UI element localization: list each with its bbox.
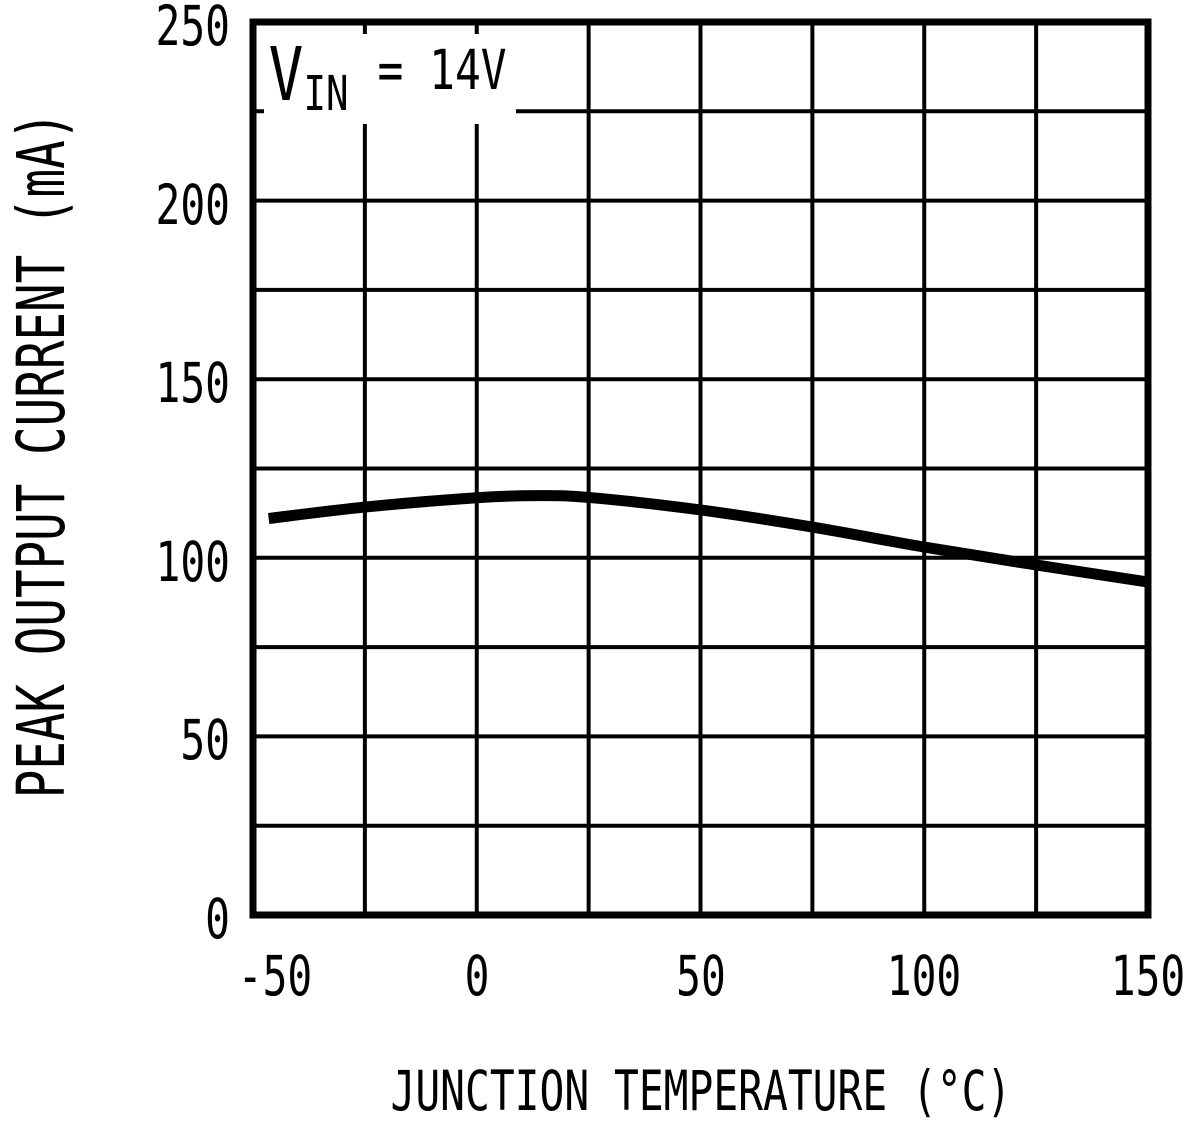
y-axis-title: PEAK OUTPUT CURRENT (mA)	[3, 111, 80, 799]
grid-lines	[253, 22, 1148, 915]
x-tick-label: 50	[675, 944, 726, 1008]
y-tick-label: 100	[155, 529, 230, 594]
y-tick-label: 200	[155, 172, 230, 237]
y-tick-label: 0	[205, 887, 230, 951]
x-tick-label: 100	[886, 944, 962, 1008]
y-tick-label: 150	[155, 351, 230, 416]
annotation-subscript: IN	[303, 66, 349, 122]
x-axis-title-wrap: JUNCTION TEMPERATURE (°C)	[253, 1062, 1148, 1120]
plot-border	[249, 18, 1152, 919]
x-tick-label: -50	[237, 944, 313, 1008]
y-tick-label: 50	[180, 708, 230, 773]
data-curve	[268, 490, 1149, 588]
x-axis-title: JUNCTION TEMPERATURE (°C)	[390, 1059, 1011, 1121]
y-tick-label: 250	[155, 0, 230, 58]
x-tick-label: 0	[464, 944, 490, 1008]
annotation-value: = 14V	[351, 38, 507, 102]
x-tick-label: 150	[1110, 944, 1186, 1008]
annotation-vin: V IN = 14V	[264, 34, 516, 124]
annotation-variable: V	[268, 32, 304, 118]
